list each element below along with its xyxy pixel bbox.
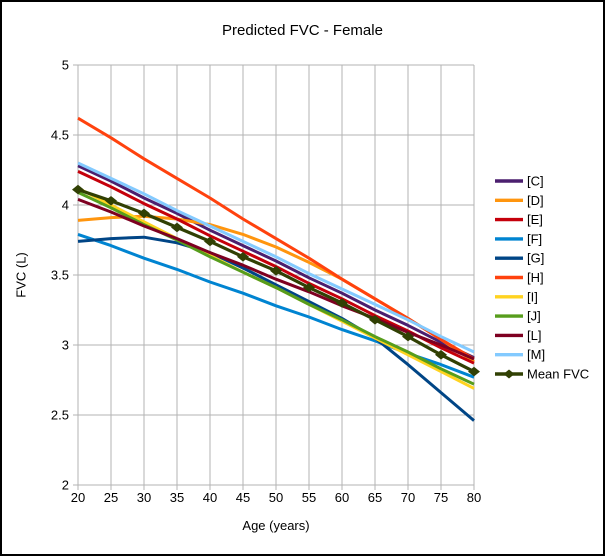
x-tick-label-75: 75 (434, 490, 448, 505)
legend: [C] [D] [E] [F] [G] [H] [I] [J] [L] [M] Mean FVC (495, 174, 589, 382)
legend-label-g: [G] (527, 251, 544, 266)
series-mean-fvc (72, 184, 480, 377)
y-axis-title: FVC (L) (13, 252, 29, 298)
legend-label-l: [L] (527, 328, 541, 343)
legend-item-i: [I] (495, 289, 538, 304)
marker-mean-fvc-age-30 (138, 208, 150, 219)
marker-mean-fvc-age-75 (435, 350, 447, 360)
marker-mean-fvc-age-80 (468, 366, 480, 377)
marker-mean-fvc-age-25 (105, 196, 117, 206)
y-tick-label-4: 4 (62, 198, 69, 213)
x-tick-label-35: 35 (170, 490, 184, 505)
legend-label-h: [H] (527, 270, 544, 285)
marker-mean-fvc-age-45 (237, 252, 249, 262)
legend-item-e: [E] (495, 212, 543, 227)
marker-mean-fvc-age-70 (402, 331, 414, 342)
y-tick-label-3.5: 3.5 (51, 268, 69, 283)
x-tick-label-40: 40 (203, 490, 217, 505)
y-tick-label-2: 2 (62, 478, 69, 493)
x-axis-title: Age (years) (242, 518, 310, 533)
legend-item-mean-fvc: Mean FVC (495, 367, 589, 382)
legend-label-c: [C] (527, 174, 544, 189)
legend-label-f: [F] (527, 231, 542, 246)
marker-mean-fvc-age-35 (171, 222, 183, 233)
tick-labels: 2 2.5 3 3.5 4 4.5 5 20 25 30 35 40 45 50 55 60 65 70 75 80 (51, 58, 481, 506)
legend-label-e: [E] (527, 212, 543, 227)
series-markers-mean-fvc (72, 184, 480, 377)
legend-label-j: [J] (527, 309, 541, 324)
legend-item-d: [D] (495, 193, 544, 208)
legend-item-c: [C] (495, 174, 544, 189)
series-line-c (77, 164, 475, 359)
series-m (77, 161, 475, 354)
x-tick-label-45: 45 (236, 490, 250, 505)
legend-item-h: [H] (495, 270, 544, 285)
legend-label-mean-fvc: Mean FVC (527, 367, 589, 382)
legend-item-j: [J] (495, 309, 541, 324)
x-tick-label-50: 50 (269, 490, 283, 505)
marker-mean-fvc-age-60 (336, 298, 348, 308)
x-tick-label-80: 80 (467, 490, 481, 505)
legend-item-f: [F] (495, 231, 542, 246)
series-c (77, 164, 475, 359)
marker-mean-fvc-age-20 (72, 184, 84, 195)
legend-label-i: [I] (527, 289, 538, 304)
chart-title: Predicted FVC - Female (222, 22, 383, 39)
x-tick-label-20: 20 (71, 490, 85, 505)
legend-item-m: [M] (495, 347, 545, 362)
legend-label-m: [M] (527, 347, 545, 362)
series-line-m (77, 161, 475, 354)
legend-item-g: [G] (495, 251, 544, 266)
series-line-g (77, 235, 475, 422)
legend-marker-shape-mean-fvc (503, 369, 515, 379)
legend-label-d: [D] (527, 193, 544, 208)
x-tick-label-60: 60 (335, 490, 349, 505)
y-tick-label-3: 3 (62, 338, 69, 353)
x-tick-label-30: 30 (137, 490, 151, 505)
marker-mean-fvc-age-65 (369, 315, 381, 325)
x-tick-label-55: 55 (302, 490, 316, 505)
x-tick-label-70: 70 (401, 490, 415, 505)
x-tick-label-65: 65 (368, 490, 382, 505)
marker-mean-fvc-age-55 (303, 282, 315, 293)
y-tick-label-2.5: 2.5 (51, 408, 69, 423)
y-tick-label-4.5: 4.5 (51, 128, 69, 143)
legend-item-l: [L] (495, 328, 541, 343)
marker-mean-fvc-age-40 (204, 236, 216, 247)
series-g (77, 235, 475, 422)
y-tick-label-5: 5 (62, 58, 69, 73)
marker-mean-fvc-age-50 (270, 266, 282, 276)
axes (73, 64, 475, 490)
x-tick-label-25: 25 (104, 490, 118, 505)
